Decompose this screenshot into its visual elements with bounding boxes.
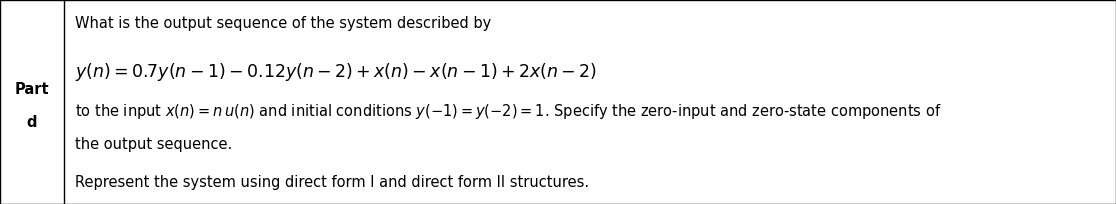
Text: Part: Part [15,82,49,97]
Text: What is the output sequence of the system described by: What is the output sequence of the syste… [75,16,491,31]
Text: to the input $x(n) = n\,u(n)$ and initial conditions $y(-1) = y(-2) = 1$. Specif: to the input $x(n) = n\,u(n)$ and initia… [75,102,942,121]
Text: d: d [27,115,37,130]
Text: the output sequence.: the output sequence. [75,137,232,152]
Text: Represent the system using direct form I and direct form II structures.: Represent the system using direct form I… [75,175,589,191]
Text: $y(n) = 0.7y(n-1) - 0.12y(n-2) + x(n) - x(n-1) + 2x(n-2)$: $y(n) = 0.7y(n-1) - 0.12y(n-2) + x(n) - … [75,61,597,83]
